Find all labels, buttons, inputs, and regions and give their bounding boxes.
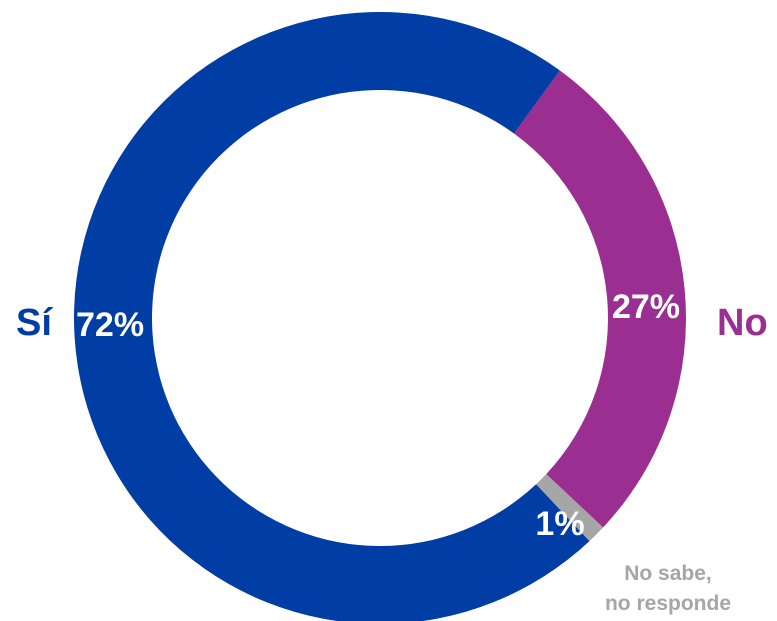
donut-slices — [74, 12, 686, 621]
value-label-ns: 1% — [535, 505, 584, 543]
value-label-si: 72% — [76, 306, 144, 344]
category-label-no: No — [717, 302, 768, 344]
category-label-ns-line2: no responde — [605, 592, 731, 615]
slice-no — [514, 70, 686, 528]
category-label-ns-line1: No sabe, — [624, 562, 712, 585]
value-label-no: 27% — [612, 288, 680, 326]
slice-si — [74, 12, 590, 621]
category-label-si: Sí — [16, 302, 53, 344]
slice-ns — [536, 474, 604, 542]
